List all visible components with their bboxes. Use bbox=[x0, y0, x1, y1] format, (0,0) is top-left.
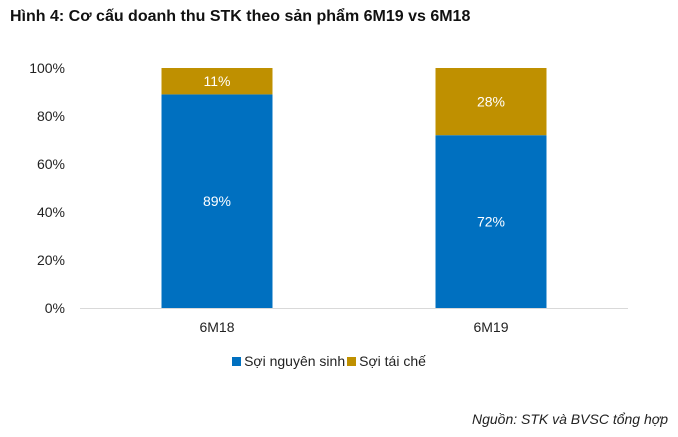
x-tick-label: 6M18 bbox=[199, 319, 234, 335]
y-tick-label: 100% bbox=[29, 60, 65, 76]
y-tick-label: 0% bbox=[45, 300, 65, 316]
y-tick-label: 40% bbox=[37, 204, 65, 220]
bar-6M18-1 bbox=[161, 68, 273, 95]
y-tick-label: 60% bbox=[37, 156, 65, 172]
legend-label: Sợi nguyên sinh bbox=[244, 353, 346, 369]
chart-title: Hình 4: Cơ cấu doanh thu STK theo sản ph… bbox=[10, 8, 471, 25]
legend-item-soi-nguyen-sinh: Sợi nguyên sinh bbox=[232, 353, 345, 369]
data-label: 11% bbox=[204, 73, 231, 89]
source-note: Nguồn: STK và BVSC tổng hợp bbox=[471, 411, 668, 427]
y-tick-label: 80% bbox=[37, 108, 65, 124]
bar-6M19-0 bbox=[435, 135, 547, 308]
data-label: 89% bbox=[203, 193, 231, 209]
legend-swatch bbox=[347, 356, 357, 366]
legend-item-soi-tai-che: Sợi tái chế bbox=[347, 353, 426, 369]
legend-label: Sợi tái chế bbox=[359, 353, 426, 369]
legend: Sợi nguyên sinh Sợi tái chế bbox=[0, 353, 678, 369]
bar-6M18-0 bbox=[161, 94, 273, 309]
y-tick-label: 20% bbox=[37, 252, 65, 268]
x-tick-label: 6M19 bbox=[473, 319, 508, 335]
data-label: 28% bbox=[477, 94, 505, 110]
bar-6M19-1 bbox=[435, 68, 547, 136]
data-label: 72% bbox=[477, 214, 505, 230]
legend-swatch bbox=[232, 356, 242, 366]
